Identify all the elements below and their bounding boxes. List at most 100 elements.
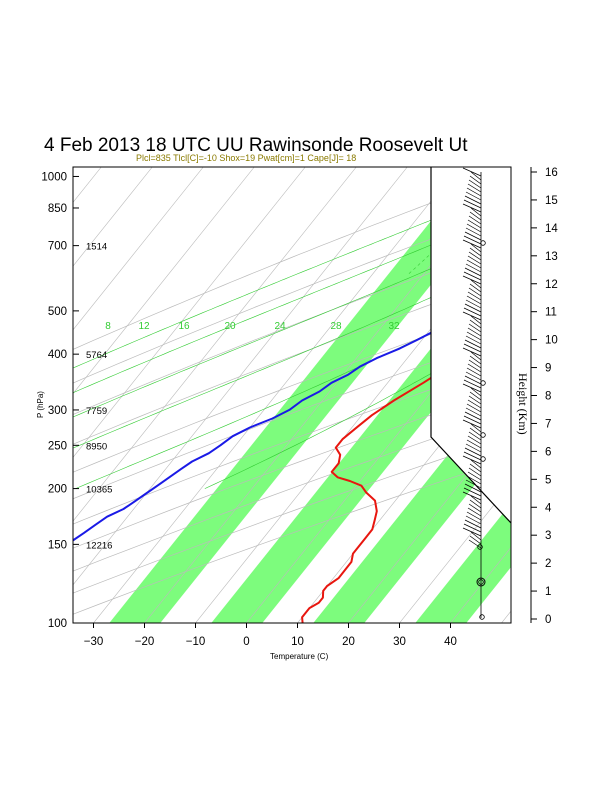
dry-adiabat <box>73 209 511 384</box>
wind-barb <box>463 415 482 425</box>
wind-barb <box>468 467 482 477</box>
temperature-profile <box>300 328 511 623</box>
y-axis-label: P (hPa) <box>36 391 45 418</box>
wind-barb <box>465 407 482 417</box>
isotherm <box>73 167 408 586</box>
plot-frame <box>72 166 512 624</box>
dry-adiabat <box>73 361 511 525</box>
wind-barb <box>468 359 482 369</box>
km-tick-label: 10 <box>545 335 558 347</box>
km-tick-label: 1 <box>545 586 551 598</box>
mixing-ratio-label: 28 <box>330 321 342 332</box>
wind-barb <box>467 507 482 517</box>
wind-barb <box>470 459 482 469</box>
km-tick-label: 12 <box>545 279 558 291</box>
wind-barb <box>464 339 482 349</box>
wind-barb <box>468 539 482 549</box>
moist-adiabat <box>75 291 511 489</box>
x-tick-label: −20 <box>135 636 155 648</box>
wind-barb <box>469 211 482 221</box>
wind-barb <box>462 311 482 321</box>
pressure-tick-label: 300 <box>48 405 67 417</box>
isotherm <box>73 167 357 522</box>
wind-barb <box>467 435 482 445</box>
wind-barb <box>470 495 482 505</box>
mixing-ratio-labels: 8 12 16 20 24 28 32 <box>105 321 400 332</box>
dry-adiabat <box>73 305 511 473</box>
mixing-ratio-line <box>591 167 612 276</box>
mixing-ratio-label: 20 <box>224 321 236 332</box>
moist-adiabat <box>73 211 511 394</box>
dry-adiabat <box>73 243 511 415</box>
pressure-tick-label: 200 <box>48 484 67 496</box>
pressure-tick-label: 400 <box>48 349 67 361</box>
wind-barb <box>470 171 482 181</box>
wind-barb <box>466 475 482 485</box>
wind-barb <box>470 423 482 433</box>
temperature-band <box>509 33 612 633</box>
calm-wind-circle <box>477 544 483 550</box>
surface-wind-circle <box>476 577 486 587</box>
dry-adiabat <box>73 411 511 572</box>
isotherm <box>73 167 153 267</box>
wind-barb <box>462 455 482 465</box>
x-tick-label: 0 <box>243 636 249 648</box>
pressure-axis-ticks: 100 150 200 250 300 400 500 700 850 1000 <box>41 171 79 630</box>
height-label: 8950 <box>86 441 107 452</box>
wind-barb <box>469 319 482 329</box>
wind-barb <box>464 303 482 313</box>
wind-barb <box>465 515 482 525</box>
wind-barb <box>463 307 482 317</box>
isotherm <box>73 167 204 331</box>
wind-panel-mask <box>431 167 512 623</box>
wind-barb <box>468 179 482 189</box>
mixing-ratio-label: 12 <box>138 321 150 332</box>
wind-barb <box>464 447 482 457</box>
wind-barb <box>464 267 482 277</box>
km-tick-label: 9 <box>545 363 551 375</box>
pressure-tick-label: 250 <box>48 440 67 452</box>
mixing-ratio-line <box>507 272 511 276</box>
wind-barb <box>463 235 482 245</box>
wind-barb <box>464 519 482 529</box>
wind-barb <box>468 215 482 225</box>
wind-barb <box>470 243 482 253</box>
wind-barb <box>462 491 482 501</box>
isotherm <box>246 291 511 623</box>
calm-wind-circle <box>480 456 486 462</box>
wind-barb <box>469 535 482 545</box>
wind-barb <box>466 187 482 197</box>
wind-barb <box>467 255 482 265</box>
x-axis-ticks: −30 −20 −10 0 10 20 30 40 <box>84 623 457 648</box>
height-label: 1514 <box>86 242 107 253</box>
wind-panel-boundary <box>430 167 512 524</box>
wind-barb <box>464 231 482 241</box>
dry-adiabat <box>73 387 511 549</box>
km-tick-label: 5 <box>545 474 551 486</box>
wind-barb <box>470 207 482 217</box>
height-axis-label: Height (Km) <box>516 373 530 435</box>
wind-barb <box>466 331 482 341</box>
wind-barb <box>462 239 482 249</box>
km-tick-label: 16 <box>545 167 558 179</box>
x-tick-label: −10 <box>186 636 206 648</box>
wind-barb <box>469 463 482 473</box>
wind-barb <box>465 299 482 309</box>
wind-barb <box>465 227 482 237</box>
wind-barb <box>464 195 482 205</box>
wind-barb <box>469 283 482 293</box>
wind-barb <box>470 315 482 325</box>
wind-barb <box>463 487 482 497</box>
wind-barb <box>469 391 482 401</box>
km-tick-label: 3 <box>545 530 551 542</box>
km-tick-label: 11 <box>545 307 557 319</box>
height-label: 5764 <box>86 350 107 361</box>
wind-barb <box>467 399 482 409</box>
pressure-tick-label: 700 <box>48 241 67 253</box>
wind-barb <box>465 335 482 345</box>
x-axis-label: Temperature (C) <box>270 652 329 661</box>
isotherm <box>73 167 255 395</box>
mixing-ratio-label: 24 <box>274 321 286 332</box>
chart-subtitle: Plcl=835 Tlcl[C]=-10 Shox=19 Pwat[cm]=1 … <box>136 153 356 163</box>
